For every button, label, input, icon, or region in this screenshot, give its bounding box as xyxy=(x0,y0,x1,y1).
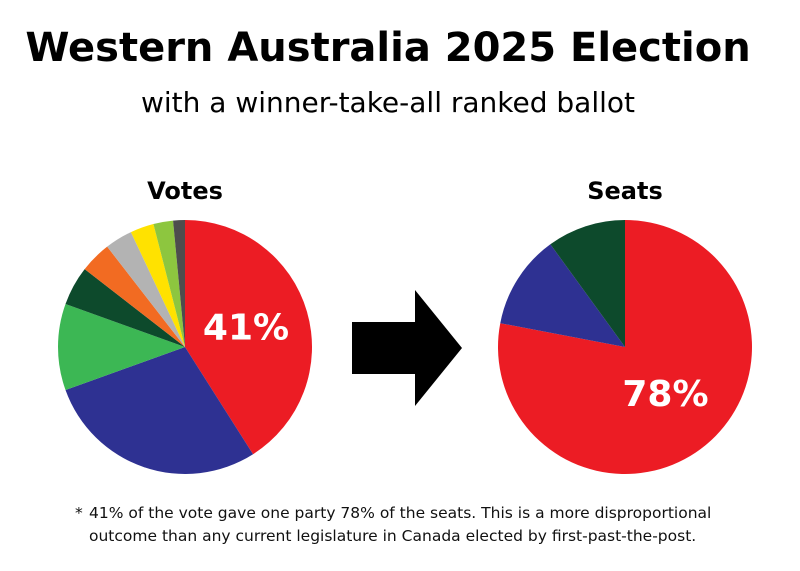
value-label: 78% xyxy=(622,374,708,415)
pie-slice xyxy=(84,246,185,347)
pie-slice xyxy=(130,223,185,347)
pie-slice xyxy=(153,220,185,347)
pie-slice xyxy=(65,347,254,474)
pie-slice xyxy=(107,232,185,347)
pie-slice xyxy=(65,269,185,347)
footnote: * 41% of the vote gave one party 78% of t… xyxy=(75,502,749,548)
value-label: 41% xyxy=(203,307,289,348)
pie-slice xyxy=(173,220,185,347)
pie-title: Seats xyxy=(587,177,663,205)
subtitle: with a winner-take-all ranked ballot xyxy=(141,86,635,119)
title: Western Australia 2025 Election xyxy=(25,25,750,71)
footnote-marker: * xyxy=(75,504,83,522)
pie-slice xyxy=(550,220,625,347)
pie-slice xyxy=(500,244,625,347)
pie-slice xyxy=(58,303,186,391)
pie-slice xyxy=(185,220,312,455)
arrow xyxy=(352,290,462,406)
footnote-text: 41% of the vote gave one party 78% of th… xyxy=(89,504,712,545)
pie-title: Votes xyxy=(147,177,223,205)
